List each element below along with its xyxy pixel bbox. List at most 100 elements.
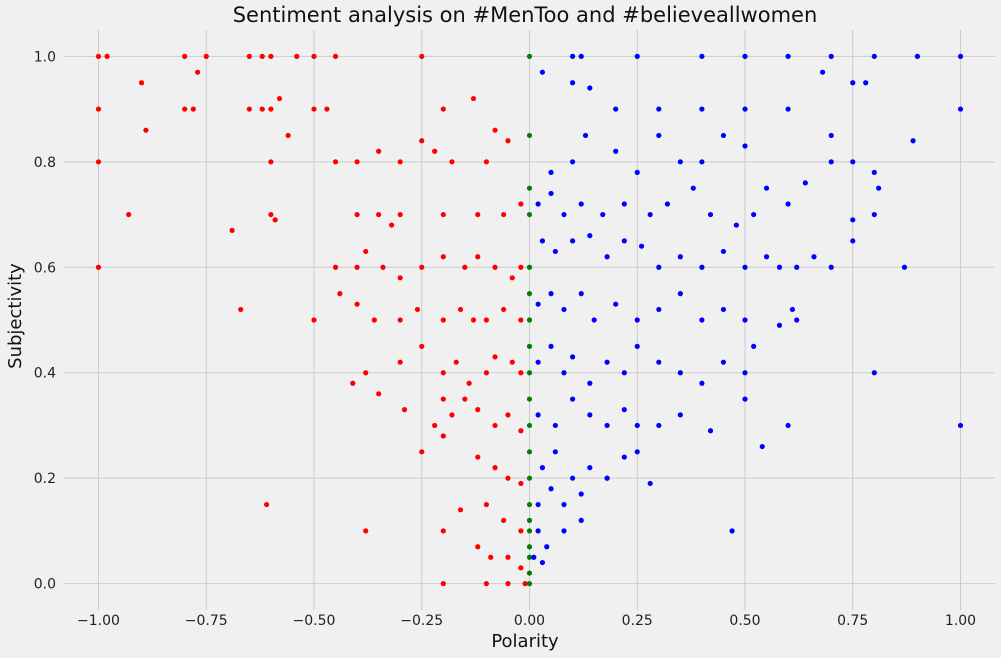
scatter-point — [914, 53, 921, 59]
scatter-point — [638, 243, 645, 249]
scatter-point — [690, 185, 696, 191]
scatter-point — [587, 85, 593, 91]
scatter-point — [600, 211, 606, 218]
scatter-point — [570, 238, 576, 244]
scatter-point — [505, 581, 511, 587]
scatter-point — [621, 201, 627, 207]
scatter-point — [582, 132, 589, 139]
scatter-point — [483, 159, 489, 165]
scatter-point — [957, 422, 964, 429]
scatter-point — [501, 306, 507, 313]
scatter-point — [621, 370, 627, 376]
scatter-point — [539, 465, 546, 471]
scatter-point — [634, 422, 640, 429]
scatter-point — [203, 53, 209, 59]
scatter-point — [518, 428, 524, 434]
scatter-point — [492, 127, 498, 133]
scatter-point — [656, 106, 662, 112]
scatter-point — [311, 317, 317, 323]
scatter-point — [548, 190, 554, 197]
scatter-point — [535, 412, 541, 418]
scatter-point — [501, 517, 507, 523]
scatter-point — [548, 169, 554, 175]
scatter-point — [552, 422, 558, 429]
x-tick-label: −1.00 — [77, 613, 120, 629]
scatter-point — [462, 396, 468, 402]
scatter-point — [138, 80, 145, 86]
scatter-point — [419, 53, 425, 59]
scatter-point — [414, 306, 421, 313]
y-tick-label: 0.2 — [34, 471, 56, 487]
scatter-point — [483, 501, 489, 508]
scatter-point — [363, 528, 369, 534]
scatter-point — [294, 53, 300, 59]
scatter-point — [126, 211, 132, 218]
scatter-point — [388, 222, 395, 228]
y-tick-label: 0.4 — [34, 366, 56, 382]
scatter-point — [449, 412, 455, 418]
scatter-point — [548, 486, 554, 492]
scatter-point — [505, 475, 511, 481]
scatter-point — [483, 581, 489, 587]
scatter-point — [337, 291, 343, 297]
scatter-point — [531, 554, 537, 560]
scatter-point — [526, 211, 533, 218]
scatter-point — [182, 53, 188, 59]
x-tick-label: 1.00 — [945, 613, 976, 629]
scatter-point — [526, 370, 533, 376]
scatter-point — [539, 69, 546, 75]
scatter-point — [811, 254, 817, 260]
scatter-point — [729, 528, 735, 534]
x-axis-label: Polarity — [491, 631, 559, 652]
scatter-point — [634, 449, 640, 455]
scatter-point — [397, 159, 403, 165]
scatter-point — [561, 501, 567, 508]
scatter-point — [419, 343, 425, 349]
scatter-point — [190, 106, 196, 112]
y-tick-label: 0.6 — [34, 260, 56, 276]
scatter-point — [699, 106, 705, 112]
scatter-point — [613, 301, 619, 307]
scatter-point — [794, 264, 800, 270]
scatter-point — [828, 159, 834, 165]
scatter-point — [570, 475, 576, 481]
scatter-point — [794, 317, 800, 323]
scatter-point — [863, 80, 869, 86]
scatter-point — [785, 201, 791, 207]
scatter-point — [363, 248, 369, 255]
scatter-point — [604, 254, 610, 260]
scatter-point — [518, 370, 524, 376]
scatter-point — [354, 264, 360, 270]
scatter-point — [268, 106, 274, 112]
scatter-point — [604, 475, 610, 481]
scatter-point — [647, 480, 653, 487]
scatter-point — [470, 317, 477, 323]
scatter-point — [587, 412, 593, 418]
scatter-point — [871, 53, 877, 59]
scatter-point — [733, 222, 739, 228]
scatter-point — [957, 106, 964, 112]
scatter-point — [535, 501, 541, 508]
scatter-point — [634, 343, 640, 349]
scatter-point — [462, 264, 468, 270]
scatter-point — [526, 517, 533, 523]
scatter-point — [535, 201, 541, 207]
scatter-point — [707, 428, 714, 434]
scatter-point — [263, 501, 270, 508]
scatter-point — [720, 306, 727, 313]
scatter-point — [871, 370, 877, 376]
scatter-point — [453, 359, 459, 365]
scatter-point — [720, 248, 727, 255]
scatter-point — [268, 211, 274, 218]
y-tick-label: 0.0 — [34, 577, 56, 593]
scatter-point — [742, 143, 748, 149]
scatter-point — [570, 159, 576, 165]
scatter-point — [526, 528, 533, 534]
scatter-point — [544, 544, 550, 550]
scatter-point — [785, 106, 791, 112]
scatter-point — [664, 201, 671, 207]
scatter-point — [518, 528, 524, 534]
x-tick-label: 0.50 — [729, 613, 760, 629]
scatter-point — [526, 396, 533, 402]
